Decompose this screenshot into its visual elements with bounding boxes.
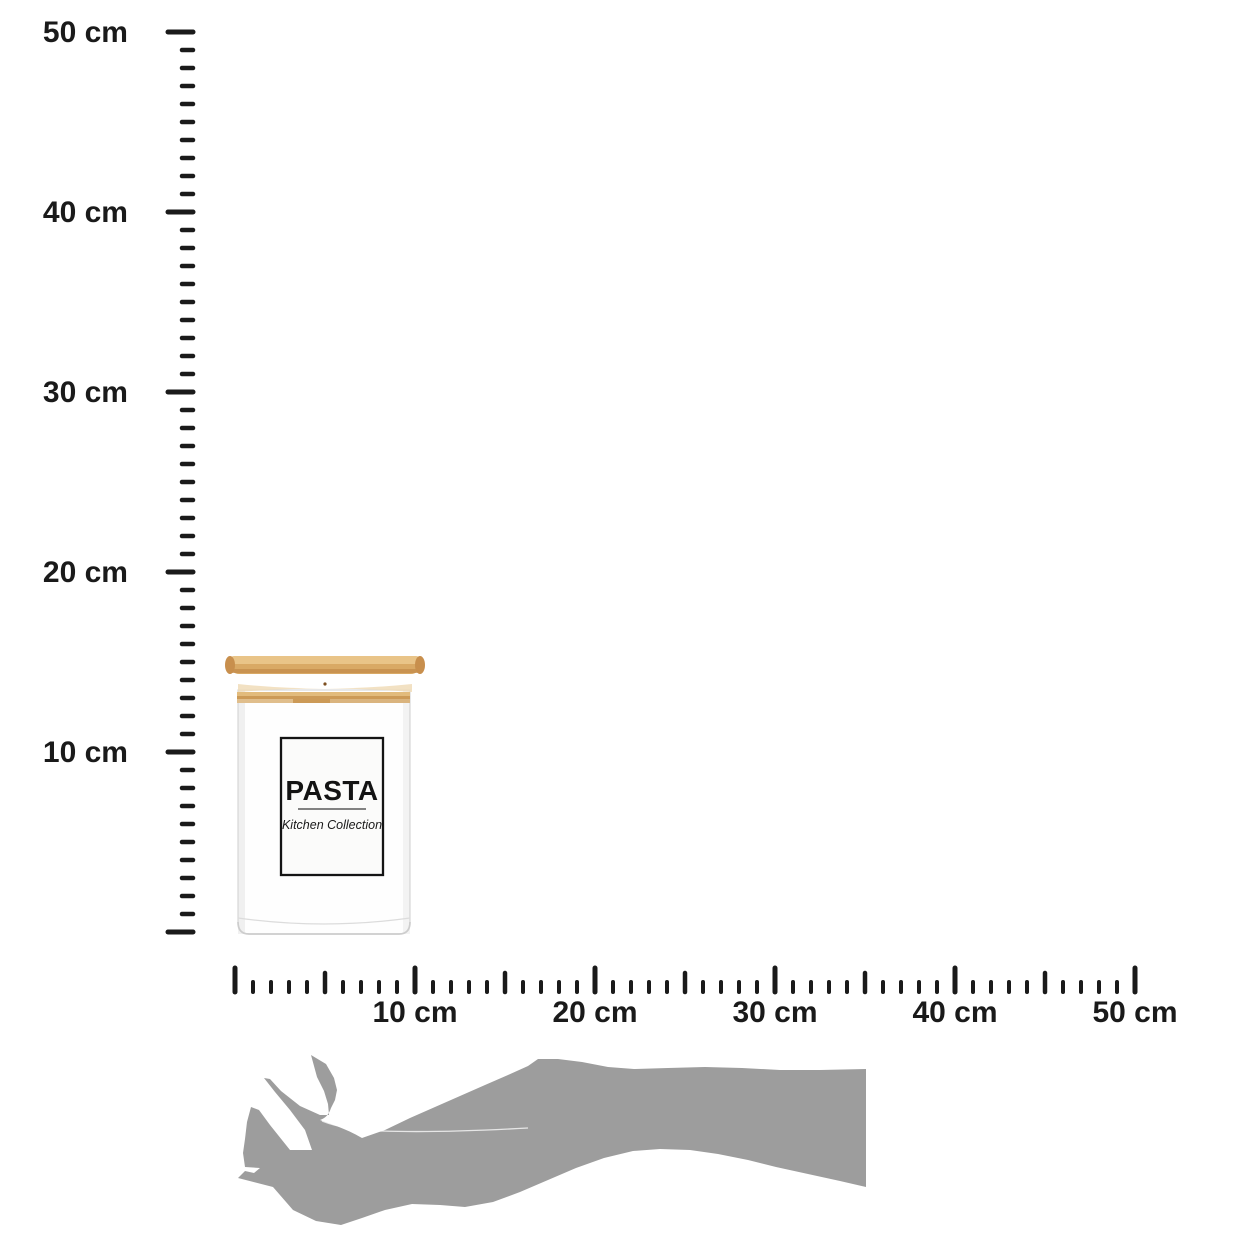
svg-text:40 cm: 40 cm bbox=[43, 196, 128, 229]
svg-text:30 cm: 30 cm bbox=[732, 996, 817, 1029]
svg-text:10 cm: 10 cm bbox=[372, 996, 457, 1029]
svg-text:40 cm: 40 cm bbox=[912, 996, 997, 1029]
svg-text:20 cm: 20 cm bbox=[43, 556, 128, 589]
svg-text:20 cm: 20 cm bbox=[552, 996, 637, 1029]
svg-text:10 cm: 10 cm bbox=[43, 736, 128, 769]
svg-text:50 cm: 50 cm bbox=[1092, 996, 1177, 1029]
svg-text:Kitchen Collection: Kitchen Collection bbox=[282, 818, 382, 832]
svg-text:50 cm: 50 cm bbox=[43, 16, 128, 49]
svg-text:30 cm: 30 cm bbox=[43, 376, 128, 409]
svg-text:PASTA: PASTA bbox=[285, 775, 378, 806]
